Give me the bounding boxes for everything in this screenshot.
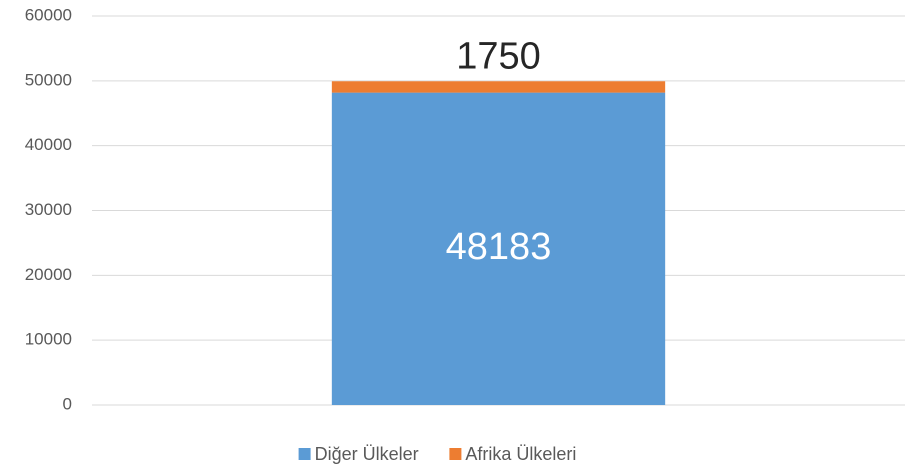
data-label: 48183 [446, 226, 552, 268]
y-tick-label: 60000 [25, 5, 72, 24]
legend-label: Afrika Ülkeleri [465, 444, 576, 464]
y-tick-label: 30000 [25, 200, 72, 219]
legend-label: Diğer Ülkeler [315, 444, 419, 464]
y-tick-label: 40000 [25, 135, 72, 154]
y-tick-label: 20000 [25, 265, 72, 284]
y-tick-label: 0 [63, 394, 72, 413]
bar-segment [331, 92, 666, 405]
bar-segment [331, 81, 666, 93]
legend-swatch [298, 448, 311, 460]
y-tick-label: 10000 [25, 330, 72, 349]
legend-swatch [449, 448, 462, 460]
data-label: 1750 [456, 35, 541, 77]
y-tick-label: 50000 [25, 70, 72, 89]
